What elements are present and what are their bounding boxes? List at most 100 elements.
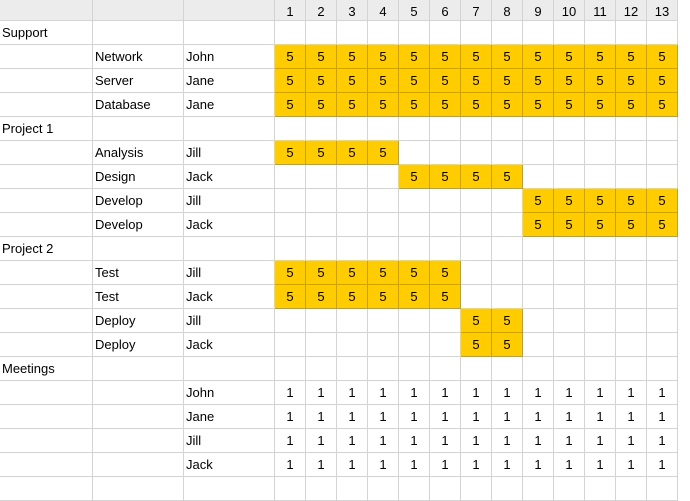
hours-cell[interactable]: 5: [337, 93, 368, 117]
hours-cell[interactable]: 1: [368, 453, 399, 477]
hours-cell[interactable]: 5: [368, 45, 399, 69]
hours-cell[interactable]: 5: [337, 261, 368, 285]
hours-cell[interactable]: [647, 261, 678, 285]
hours-cell[interactable]: 5: [430, 261, 461, 285]
hours-cell[interactable]: [368, 333, 399, 357]
group-cell[interactable]: [0, 429, 93, 453]
hours-cell[interactable]: 5: [368, 141, 399, 165]
hours-cell[interactable]: 5: [523, 69, 554, 93]
person-cell[interactable]: Jane: [184, 405, 275, 429]
task-cell[interactable]: [93, 237, 184, 261]
hours-cell[interactable]: [306, 477, 337, 501]
hours-cell[interactable]: 1: [647, 429, 678, 453]
hours-cell[interactable]: [585, 165, 616, 189]
hours-cell[interactable]: 1: [337, 429, 368, 453]
hours-cell[interactable]: 5: [461, 333, 492, 357]
hours-cell[interactable]: [275, 357, 306, 381]
hours-cell[interactable]: [275, 21, 306, 45]
hours-cell[interactable]: 5: [461, 93, 492, 117]
person-cell[interactable]: Jack: [184, 165, 275, 189]
hours-cell[interactable]: 5: [275, 93, 306, 117]
hours-cell[interactable]: [306, 357, 337, 381]
hours-cell[interactable]: [523, 261, 554, 285]
hours-cell[interactable]: [399, 213, 430, 237]
group-cell[interactable]: [0, 405, 93, 429]
hours-cell[interactable]: [585, 21, 616, 45]
hours-cell[interactable]: [461, 477, 492, 501]
hours-cell[interactable]: [399, 309, 430, 333]
hours-cell[interactable]: 5: [430, 93, 461, 117]
hours-cell[interactable]: 5: [306, 285, 337, 309]
hours-cell[interactable]: [616, 237, 647, 261]
person-cell[interactable]: Jack: [184, 285, 275, 309]
hours-cell[interactable]: [554, 141, 585, 165]
hours-cell[interactable]: [554, 237, 585, 261]
hours-cell[interactable]: [306, 117, 337, 141]
hours-cell[interactable]: [523, 357, 554, 381]
hours-cell[interactable]: [430, 333, 461, 357]
hours-cell[interactable]: 1: [585, 453, 616, 477]
hours-cell[interactable]: 1: [368, 429, 399, 453]
hours-cell[interactable]: 5: [430, 69, 461, 93]
hours-cell[interactable]: 1: [554, 429, 585, 453]
hours-cell[interactable]: 5: [616, 69, 647, 93]
hours-cell[interactable]: [275, 213, 306, 237]
hours-cell[interactable]: [399, 477, 430, 501]
group-cell[interactable]: Project 1: [0, 117, 93, 141]
hours-cell[interactable]: [430, 357, 461, 381]
group-cell[interactable]: [0, 453, 93, 477]
task-cell[interactable]: Develop: [93, 189, 184, 213]
hours-cell[interactable]: [554, 261, 585, 285]
hours-cell[interactable]: 5: [275, 45, 306, 69]
hours-cell[interactable]: 1: [399, 453, 430, 477]
hours-cell[interactable]: 5: [461, 69, 492, 93]
task-cell[interactable]: [93, 477, 184, 501]
hours-cell[interactable]: 5: [399, 69, 430, 93]
task-cell[interactable]: [93, 381, 184, 405]
hours-cell[interactable]: 5: [337, 69, 368, 93]
hours-cell[interactable]: [368, 309, 399, 333]
hours-cell[interactable]: 1: [461, 381, 492, 405]
hours-cell[interactable]: 5: [461, 165, 492, 189]
hours-cell[interactable]: [492, 189, 523, 213]
hours-cell[interactable]: [647, 285, 678, 309]
hours-cell[interactable]: 5: [492, 165, 523, 189]
hours-cell[interactable]: 5: [275, 141, 306, 165]
hours-cell[interactable]: [337, 237, 368, 261]
task-cell[interactable]: Develop: [93, 213, 184, 237]
hours-cell[interactable]: [337, 21, 368, 45]
hours-cell[interactable]: 1: [616, 381, 647, 405]
hours-cell[interactable]: [647, 141, 678, 165]
hours-cell[interactable]: 1: [337, 405, 368, 429]
hours-cell[interactable]: 5: [523, 189, 554, 213]
hours-cell[interactable]: 5: [585, 45, 616, 69]
hours-cell[interactable]: 1: [523, 453, 554, 477]
hours-cell[interactable]: 5: [554, 69, 585, 93]
hours-cell[interactable]: 5: [306, 45, 337, 69]
group-cell[interactable]: [0, 69, 93, 93]
hours-cell[interactable]: 1: [523, 429, 554, 453]
day-header-3[interactable]: 3: [337, 0, 368, 21]
hours-cell[interactable]: [337, 309, 368, 333]
task-cell[interactable]: Deploy: [93, 309, 184, 333]
hours-cell[interactable]: 1: [430, 453, 461, 477]
hours-cell[interactable]: 5: [492, 45, 523, 69]
hours-cell[interactable]: 1: [647, 381, 678, 405]
hours-cell[interactable]: 1: [616, 453, 647, 477]
person-cell[interactable]: Jack: [184, 453, 275, 477]
hours-cell[interactable]: [306, 237, 337, 261]
hours-cell[interactable]: 1: [585, 429, 616, 453]
hours-cell[interactable]: [616, 261, 647, 285]
hours-cell[interactable]: 1: [337, 453, 368, 477]
hours-cell[interactable]: 1: [275, 429, 306, 453]
group-cell[interactable]: [0, 141, 93, 165]
hours-cell[interactable]: [554, 309, 585, 333]
hours-cell[interactable]: 5: [554, 189, 585, 213]
hours-cell[interactable]: 5: [430, 285, 461, 309]
hours-cell[interactable]: [492, 21, 523, 45]
day-header-2[interactable]: 2: [306, 0, 337, 21]
hours-cell[interactable]: [585, 477, 616, 501]
hours-cell[interactable]: [492, 213, 523, 237]
day-header-5[interactable]: 5: [399, 0, 430, 21]
hours-cell[interactable]: [461, 21, 492, 45]
